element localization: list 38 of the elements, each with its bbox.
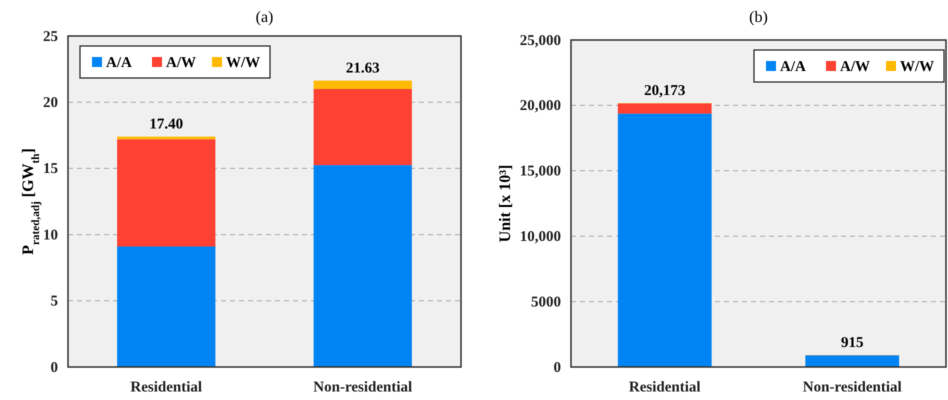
total-label: 915 [841,335,864,352]
total-label: 20,173 [644,83,686,100]
legend-label: A/W [166,55,196,71]
y-tick-label: 25 [43,28,58,45]
legend-label: A/W [840,59,870,75]
bar [805,355,900,367]
x-tick-label: Non-residential [313,380,412,396]
legend-label: A/A [106,55,132,71]
total-label: 21.63 [346,60,380,77]
y-tick-label: 0 [50,360,58,376]
bar [117,246,216,367]
y-tick-label: 20 [43,95,58,111]
total-label: 17.40 [149,116,184,133]
y-tick-label: 15,000 [520,164,561,180]
y-tick-label: 10,000 [520,229,561,245]
x-tick-label: Residential [628,380,701,396]
y-tick-label: 5000 [531,294,561,310]
y-tick-label: 0 [554,360,561,376]
chart-title: (b) [749,9,768,26]
legend-label: W/W [900,59,934,75]
y-tick-label: 25,000 [520,32,561,49]
bar [618,114,712,367]
y-tick-label: 20,000 [520,98,561,114]
legend-label: W/W [226,55,260,71]
bar [117,139,216,247]
chart-title: (a) [256,9,274,26]
x-tick-label: Non-residential [802,380,902,396]
bar [117,136,216,140]
y-axis-title: Unit [x 10³] [496,164,514,242]
bar [314,88,412,166]
y-tick-label: 10 [43,227,58,244]
bar [314,80,412,89]
legend-label: A/A [780,59,806,75]
x-tick-label: Residential [130,380,202,396]
bar [314,165,412,367]
y-tick-label: 15 [43,161,58,178]
bar [618,103,712,114]
y-tick-label: 5 [50,294,58,310]
